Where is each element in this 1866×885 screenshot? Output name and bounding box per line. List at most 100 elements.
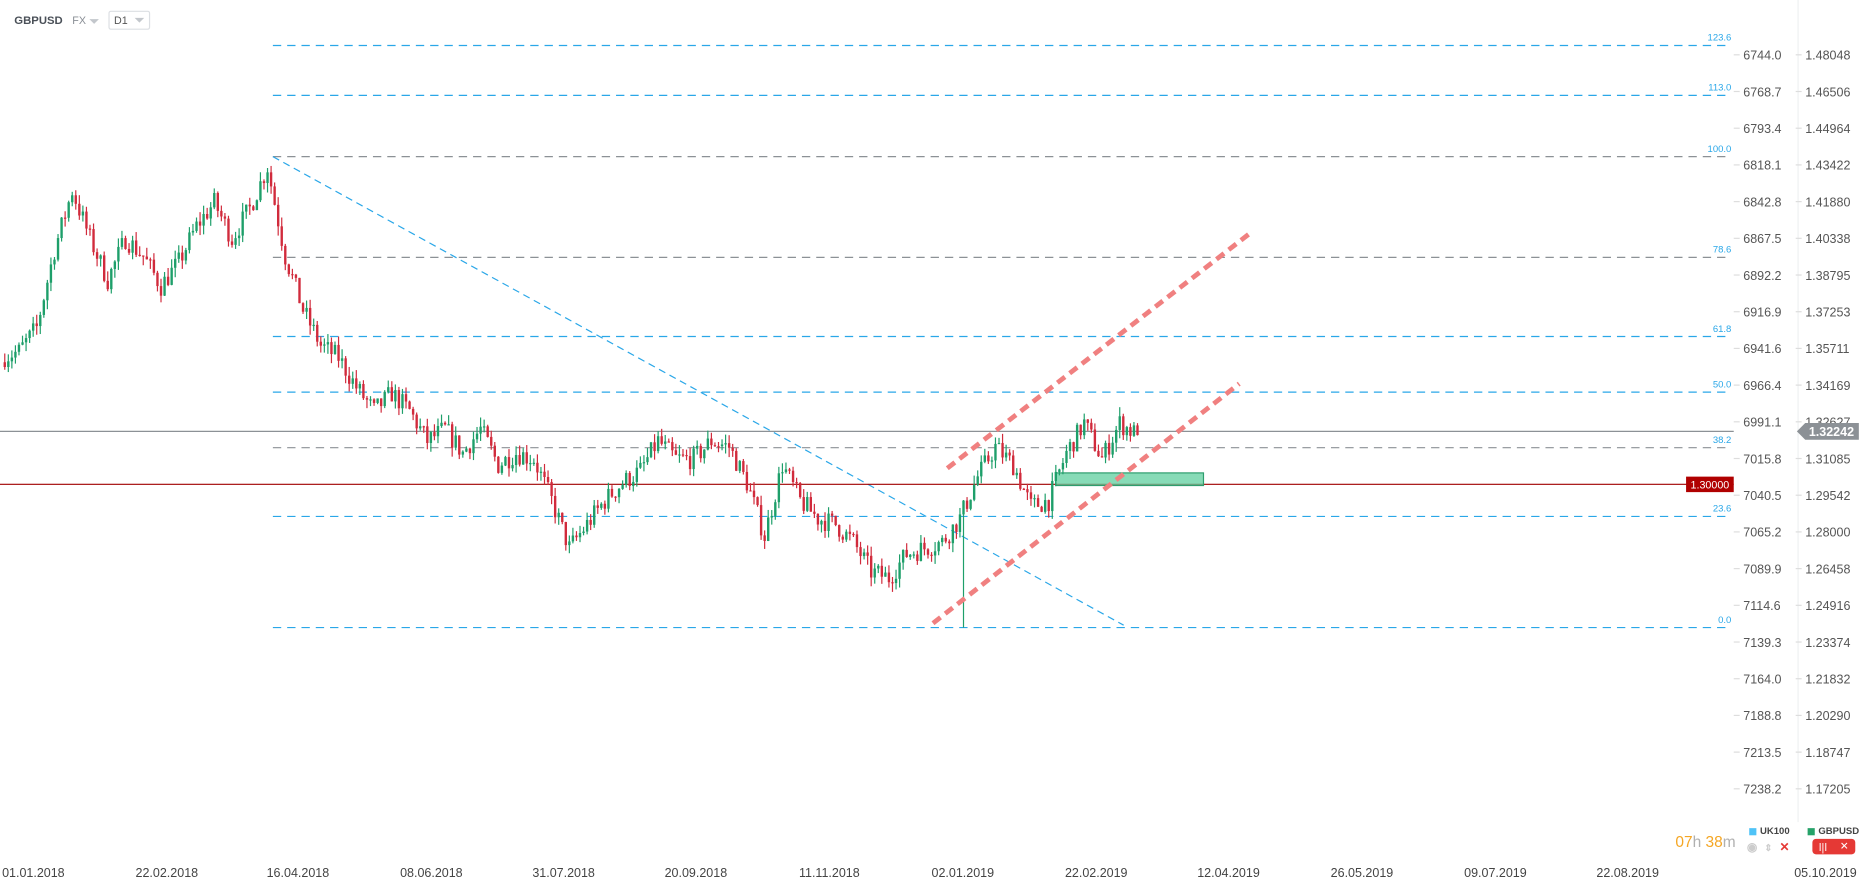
uk100-axis-label: 6941.6 (1743, 342, 1781, 356)
candle-body (99, 255, 102, 259)
eye-icon[interactable]: ◉ (1746, 841, 1758, 855)
candle-body (550, 482, 553, 496)
candle-body (419, 426, 422, 429)
candle-body (901, 549, 905, 563)
candle-body (174, 258, 177, 268)
gbpusd-axis-label: 1.28000 (1805, 526, 1850, 540)
candlestick-icon[interactable]: ǀ|ǀ (1818, 840, 1828, 853)
candle-body (1072, 442, 1075, 452)
uk100-axis-label: 6818.1 (1743, 159, 1781, 173)
candle-body (546, 476, 550, 483)
candle-body (713, 445, 717, 447)
candle-body (955, 524, 958, 532)
fib-level-label: 113.0 (1708, 83, 1731, 94)
symbol-label: GBPUSD (14, 13, 63, 27)
gbpusd-axis-label: 1.18747 (1805, 746, 1850, 760)
legend-uk100[interactable]: UK100 (1749, 826, 1790, 836)
candle-body (692, 448, 695, 470)
close-icon[interactable]: ✕ (1779, 841, 1790, 855)
candle-body (383, 391, 386, 407)
candle-body (461, 451, 465, 455)
timeframe-selector[interactable]: D1 (108, 10, 151, 30)
candle-body (571, 535, 575, 542)
candle-body (727, 443, 731, 448)
candle-body (642, 462, 646, 464)
candle-body (202, 213, 205, 226)
downtrend-line[interactable] (272, 156, 1124, 626)
countdown-hours-unit: h (1692, 832, 1702, 851)
candle-body (873, 568, 876, 578)
close-icon[interactable]: ✕ (1839, 840, 1849, 852)
candle-body (24, 338, 28, 343)
candle-body (1111, 442, 1114, 455)
candle-body (205, 213, 209, 219)
candle-body (369, 399, 372, 401)
candle-body (479, 426, 482, 434)
gbpusd-axis-label: 1.43422 (1805, 159, 1850, 173)
chart-header: GBPUSD FX D1 (14, 10, 151, 30)
candle-body (216, 193, 220, 211)
candle-body (539, 471, 543, 473)
channel-lower-line[interactable] (931, 381, 1241, 626)
candle-body (884, 572, 887, 577)
candle-body (522, 452, 525, 465)
candle-body (869, 555, 873, 578)
gbpusd-axis-label: 1.20290 (1805, 709, 1850, 723)
candle-body (997, 442, 1001, 445)
legend-gbpusd[interactable]: GBPUSD (1807, 826, 1859, 836)
up-down-arrows-icon[interactable]: ⇕ (1764, 842, 1773, 854)
candle-body (273, 186, 276, 205)
candle-body (28, 330, 31, 339)
candle-body (994, 443, 997, 461)
uk100-axis-label: 7089.9 (1743, 562, 1781, 576)
candle-body (699, 445, 702, 459)
candle-body (735, 450, 738, 471)
candle-body (113, 261, 117, 269)
candle-body (266, 172, 269, 184)
candle-body (397, 390, 401, 409)
candle-body (1090, 422, 1093, 430)
candle-body (454, 435, 457, 448)
gbpusd-axis-label: 1.21832 (1805, 672, 1850, 686)
candle-body (198, 221, 202, 226)
candle-body (134, 240, 138, 255)
fib-level-label: 38.2 (1713, 435, 1732, 446)
market-selector[interactable]: FX (72, 14, 99, 26)
candle-body (408, 401, 411, 409)
candle-body (1043, 500, 1047, 512)
candle-body (1136, 425, 1139, 436)
candle-body (841, 536, 844, 540)
candle-body (600, 503, 603, 508)
candle-body (71, 195, 74, 203)
candle-body (830, 513, 834, 516)
uk100-axis-label: 7164.0 (1743, 672, 1781, 686)
gbpusd-axis-label: 1.26458 (1805, 562, 1850, 576)
candle-body (564, 522, 567, 546)
candle-body (74, 195, 77, 204)
candle-body (376, 398, 379, 403)
candle-body (42, 300, 46, 315)
candle-body (788, 469, 791, 471)
uk100-color-swatch (1749, 827, 1757, 835)
time-axis-label: 01.01.2018 (2, 866, 65, 880)
candle-body (142, 255, 145, 257)
candle-body (852, 533, 855, 536)
candle-body (823, 520, 827, 532)
gbpusd-axis-label: 1.38795 (1805, 269, 1850, 283)
candle-body (1054, 471, 1058, 481)
candle-body (603, 503, 607, 509)
candle-body (1093, 429, 1097, 451)
candle-body (898, 562, 901, 579)
support-zone[interactable] (1055, 472, 1205, 487)
candle-body (102, 255, 106, 281)
gbpusd-axis-label: 1.41880 (1805, 195, 1850, 209)
time-axis-label: 22.02.2019 (1065, 866, 1128, 880)
candle-body (1079, 424, 1082, 436)
uk100-axis-label: 7065.2 (1743, 526, 1781, 540)
candle-body (458, 435, 461, 455)
channel-upper-line[interactable] (945, 230, 1253, 471)
candle-body (972, 484, 976, 500)
time-axis-label: 26.05.2019 (1331, 866, 1394, 880)
candle-body (912, 554, 915, 556)
